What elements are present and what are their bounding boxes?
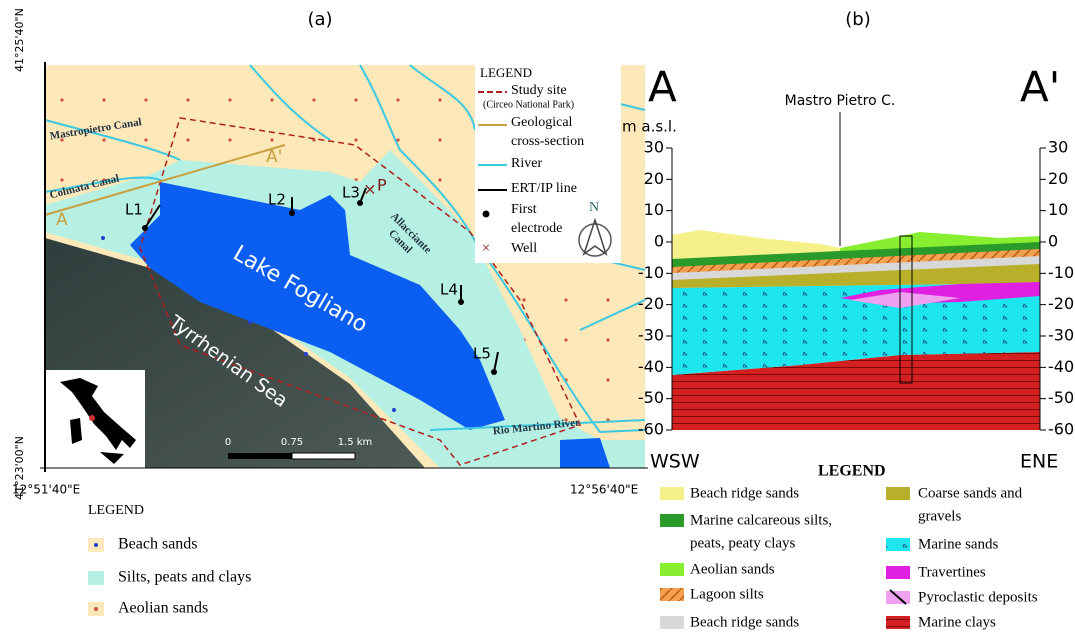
- panel-label: (a): [307, 9, 332, 30]
- y-tick-label: 20: [1048, 169, 1068, 188]
- legend-title: LEGEND: [818, 463, 886, 480]
- legend-label: Marine calcareous silts,: [690, 512, 832, 528]
- legend-label: Well: [511, 241, 537, 256]
- legend-swatch: [886, 487, 910, 500]
- y-tick-label: -40: [1048, 357, 1074, 376]
- legend-label: Silts, peats and clays: [118, 569, 251, 586]
- y-tick-label: -40: [638, 357, 664, 376]
- map: × A A' L1 L2 L3 L4 L5 P Mastropietro Can…: [12, 8, 648, 500]
- section-end: A: [56, 210, 68, 230]
- legend-title: LEGEND: [480, 65, 532, 80]
- ert-label: L2: [268, 191, 286, 209]
- y-tick-label: -20: [1048, 294, 1074, 313]
- scale-label: 0.75: [281, 437, 303, 448]
- axis-title: m a.s.l.: [622, 118, 677, 136]
- y-tick-label: -20: [638, 294, 664, 313]
- ert-label: L5: [473, 345, 491, 363]
- legend-label: Beach ridge sands: [690, 485, 799, 501]
- scale-bar: [228, 453, 292, 459]
- legend-label: Travertines: [918, 564, 986, 580]
- north-label: N: [589, 200, 599, 215]
- y-tick-label: -50: [638, 388, 664, 407]
- well-label: P: [377, 176, 387, 195]
- legend-swatch: [94, 543, 98, 547]
- borehole-label: Mastro Pietro C.: [785, 93, 896, 109]
- scale-label: 1.5 km: [338, 437, 373, 448]
- legend-label: Pyroclastic deposits: [918, 589, 1038, 605]
- panel-label: (b): [845, 9, 870, 30]
- legend-swatch: [660, 588, 684, 601]
- y-tick-label: -60: [638, 420, 664, 439]
- legend-swatch: [886, 566, 910, 579]
- coord-label: 12°51'40"E: [12, 483, 80, 497]
- scale-bar: [292, 453, 355, 459]
- y-tick-label: -30: [638, 326, 664, 345]
- y-tick-label: 30: [644, 138, 664, 157]
- legend-label: River: [511, 156, 542, 171]
- legend-swatch: [886, 616, 910, 629]
- section-legend: LEGEND Beach ridge sands Marine calcareo…: [660, 463, 1038, 631]
- legend-label: gravels: [918, 508, 961, 524]
- y-tick-label: -50: [1048, 388, 1074, 407]
- legend-swatch: [886, 538, 910, 551]
- y-tick-label: 10: [1048, 200, 1068, 219]
- legend-label: Lagoon silts: [690, 586, 764, 602]
- section-end: A': [266, 147, 282, 167]
- y-tick-label: 10: [644, 200, 664, 219]
- y-tick-label: -10: [638, 263, 664, 282]
- y-tick-label: 20: [644, 169, 664, 188]
- direction-label: ENE: [1020, 451, 1058, 473]
- legend-swatch: [660, 487, 684, 500]
- ert-label: L1: [125, 201, 143, 219]
- y-tick-label: -10: [1048, 263, 1074, 282]
- coord-label: 12°56'40"E: [570, 483, 638, 497]
- legend-label: Geological: [511, 115, 573, 130]
- legend-label: peats, peaty clays: [690, 535, 796, 551]
- units-legend: LEGEND Beach sands Silts, peats and clay…: [88, 503, 251, 616]
- ert-label: L4: [440, 281, 458, 299]
- legend-label: First: [511, 202, 537, 217]
- figure: (a) (b) × A A' L1 L2 L3 L4 L5 P Mastropi…: [0, 0, 1075, 639]
- well-marker: ×: [363, 180, 376, 199]
- section-end: A': [1020, 63, 1060, 112]
- direction-label: WSW: [650, 451, 700, 473]
- legend-label: (Circeo National Park): [483, 99, 574, 110]
- section-end: A: [648, 63, 677, 112]
- legend-label: Aeolian sands: [690, 561, 775, 577]
- ert-label: L3: [342, 184, 360, 202]
- legend-label: Study site: [511, 83, 567, 98]
- legend-label: Beach ridge sands: [690, 614, 799, 630]
- scale-label: 0: [225, 437, 231, 448]
- legend-label: Marine clays: [918, 614, 996, 630]
- legend-swatch: [660, 616, 684, 629]
- legend-label: ERT/IP line: [511, 181, 577, 196]
- y-tick-label: 0: [1048, 232, 1058, 251]
- y-tick-label: -60: [1048, 420, 1074, 439]
- legend-swatch: [94, 607, 98, 611]
- inset-site: [89, 415, 95, 421]
- legend-label: Beach sands: [118, 536, 198, 553]
- legend-label: electrode: [511, 221, 562, 236]
- y-tick-label: 30: [1048, 138, 1068, 157]
- legend-swatch: [88, 571, 104, 585]
- legend-label: cross-section: [511, 134, 584, 149]
- legend-swatch: [660, 563, 684, 576]
- y-tick-label: 0: [654, 232, 664, 251]
- y-tick-label: -30: [1048, 326, 1074, 345]
- legend-swatch: [483, 211, 490, 218]
- legend-title: LEGEND: [88, 503, 144, 518]
- legend-swatch: ×: [482, 240, 490, 256]
- coord-label: 41°25'40"N: [13, 8, 26, 72]
- legend-label: Marine sands: [918, 536, 999, 552]
- cross-section: Mastro Pietro C. A A' m a.s.l. WSW ENE 3…: [622, 63, 1074, 473]
- legend-label: Aeolian sands: [118, 600, 208, 617]
- legend-label: Coarse sands and: [918, 485, 1023, 501]
- legend-swatch: [660, 514, 684, 527]
